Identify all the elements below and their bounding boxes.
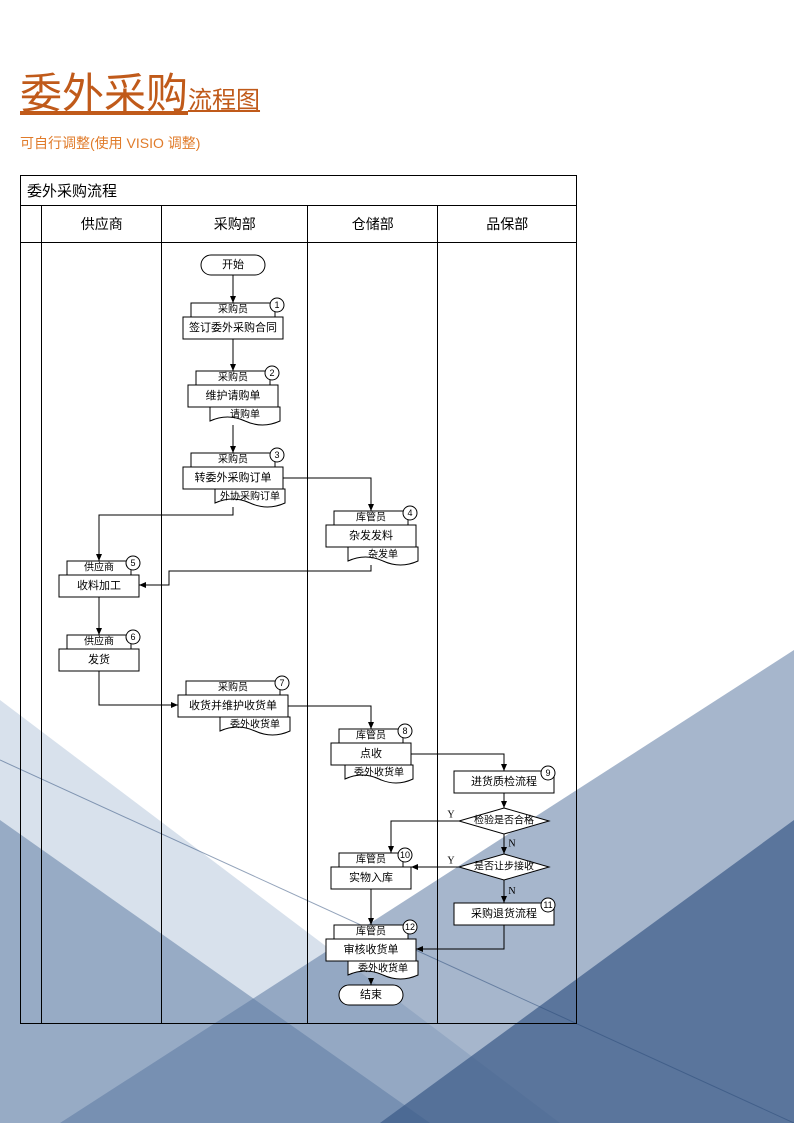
- svg-text:采购员: 采购员: [218, 681, 248, 694]
- flow-node: 供应商发货 6: [59, 630, 140, 671]
- title-main: 委外采购: [20, 72, 188, 118]
- svg-text:是否让步接收: 是否让步接收: [474, 860, 534, 873]
- svg-text:签订委外采购合同: 签订委外采购合同: [189, 320, 277, 334]
- svg-text:收货并维护收货单: 收货并维护收货单: [189, 698, 277, 712]
- svg-text:杂发单: 杂发单: [368, 548, 398, 561]
- lane-header: 供应商 采购部 仓储部 品保部: [21, 206, 576, 243]
- svg-text:开始: 开始: [222, 257, 244, 271]
- svg-text:检验是否合格: 检验是否合格: [474, 814, 534, 827]
- svg-text:维护请购单: 维护请购单: [206, 388, 261, 402]
- svg-text:3: 3: [274, 450, 279, 460]
- decision-node: 是否让步接收: [459, 854, 549, 880]
- flowchart-svg: 开始采购员签订委外采购合同1采购员维护请购单2请购单采购员转委外采购订单3外协采…: [21, 243, 576, 1023]
- lane-body: 开始采购员签订委外采购合同1采购员维护请购单2请购单采购员转委外采购订单3外协采…: [21, 243, 576, 1023]
- svg-text:N: N: [508, 886, 515, 897]
- flow-node: 采购员签订委外采购合同 1: [183, 298, 284, 339]
- svg-text:请购单: 请购单: [230, 408, 260, 421]
- svg-text:11: 11: [543, 900, 552, 910]
- svg-text:转委外采购订单: 转委外采购订单: [195, 470, 272, 484]
- svg-text:结束: 结束: [360, 988, 382, 1001]
- svg-text:Y: Y: [447, 856, 454, 867]
- svg-text:2: 2: [269, 368, 274, 378]
- lane-label: 仓储部: [308, 206, 439, 242]
- page-title: 委外采购流程图: [20, 60, 774, 121]
- svg-text:12: 12: [405, 922, 415, 932]
- svg-text:进货质检流程: 进货质检流程: [471, 774, 537, 788]
- svg-text:采购员: 采购员: [218, 303, 248, 316]
- svg-text:发货: 发货: [88, 652, 110, 666]
- flow-node: 采购员收货并维护收货单7 委外收货单: [178, 676, 290, 735]
- lane-label: 供应商: [42, 206, 163, 242]
- svg-text:4: 4: [407, 508, 412, 518]
- lane-label: 品保部: [438, 206, 576, 242]
- svg-text:审核收货单: 审核收货单: [344, 942, 399, 956]
- svg-text:8: 8: [402, 726, 407, 736]
- svg-text:N: N: [508, 839, 515, 850]
- svg-text:实物入库: 实物入库: [349, 870, 393, 884]
- title-sub: 流程图: [188, 88, 260, 114]
- flow-node: 采购员转委外采购订单3 外协采购订单: [183, 448, 285, 507]
- svg-text:外协采购订单: 外协采购订单: [220, 490, 280, 503]
- svg-text:委外收货单: 委外收货单: [358, 962, 408, 975]
- svg-text:采购员: 采购员: [218, 371, 248, 384]
- svg-text:收料加工: 收料加工: [77, 578, 121, 592]
- svg-text:杂发发料: 杂发发料: [349, 528, 393, 542]
- svg-text:采购退货流程: 采购退货流程: [471, 906, 537, 920]
- svg-text:10: 10: [400, 850, 410, 860]
- flow-node: 库管员审核收货单 12 委外收货单: [326, 920, 418, 979]
- subtitle: 可自行调整(使用 VISIO 调整): [20, 133, 774, 153]
- flow-node: 供应商收料加工 5: [59, 556, 140, 597]
- flow-node: 采购员维护请购单 2 请购单: [188, 366, 280, 425]
- decision-node: 检验是否合格: [459, 808, 549, 834]
- svg-text:供应商: 供应商: [84, 561, 114, 574]
- svg-text:点收: 点收: [360, 746, 382, 760]
- svg-text:库管员: 库管员: [356, 729, 386, 742]
- diagram-title: 委外采购流程: [21, 176, 576, 206]
- svg-text:库管员: 库管员: [356, 925, 386, 938]
- svg-text:采购员: 采购员: [218, 453, 248, 466]
- flow-node: 库管员点收 8 委外收货单: [331, 724, 413, 783]
- svg-text:1: 1: [274, 300, 279, 310]
- svg-text:6: 6: [130, 632, 135, 642]
- svg-text:供应商: 供应商: [84, 635, 114, 648]
- flow-node: 库管员实物入库 10: [331, 848, 412, 889]
- svg-text:7: 7: [279, 678, 284, 688]
- svg-text:委外收货单: 委外收货单: [354, 766, 404, 779]
- svg-text:5: 5: [130, 558, 135, 568]
- svg-text:库管员: 库管员: [356, 853, 386, 866]
- svg-text:库管员: 库管员: [356, 511, 386, 524]
- diagram: 委外采购流程 供应商 采购部 仓储部 品保部: [20, 175, 774, 1024]
- flow-node: 库管员杂发发料 4 杂发单: [326, 506, 418, 565]
- svg-text:委外收货单: 委外收货单: [230, 718, 280, 731]
- svg-text:Y: Y: [447, 810, 454, 821]
- lane-label: 采购部: [162, 206, 307, 242]
- svg-text:9: 9: [545, 768, 550, 778]
